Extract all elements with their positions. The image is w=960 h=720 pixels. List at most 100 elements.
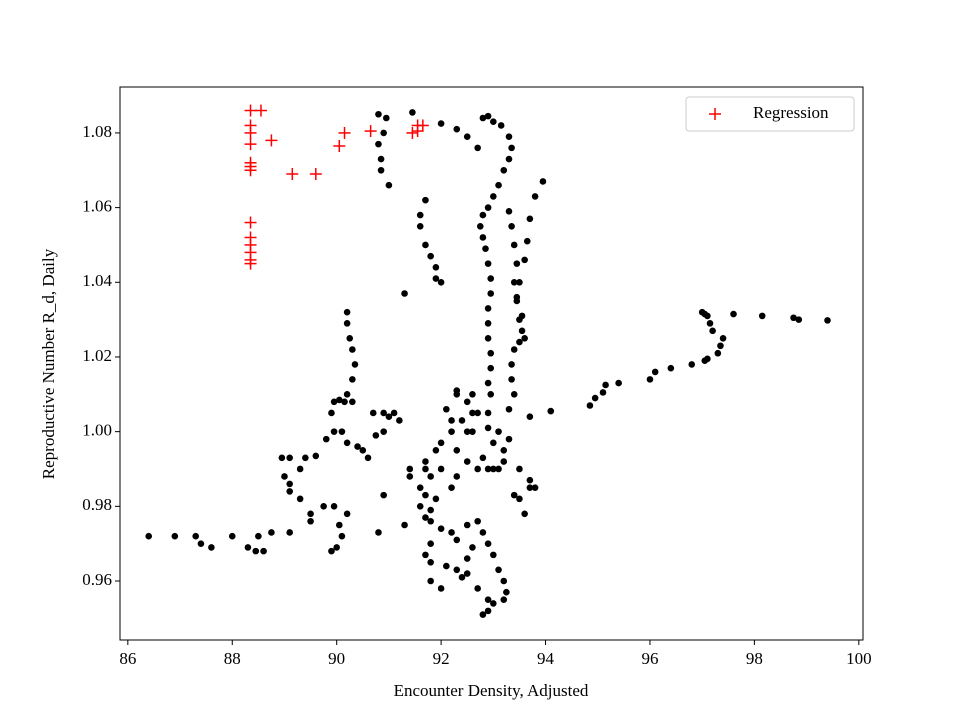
point [354,443,361,450]
y-tick-label: 1.00 [82,421,112,440]
y-axis-label: Reproductive Number R_d, Daily [39,248,58,479]
point [171,532,179,540]
x-tick-label: 86 [119,649,136,668]
point [508,144,515,152]
point [651,368,659,376]
point [495,428,502,435]
point [208,544,215,551]
point [667,364,675,372]
point [422,241,429,249]
y-tick-label: 1.06 [82,197,112,216]
point [508,222,515,230]
point [406,465,414,473]
x-tick-label: 96 [641,649,658,668]
point [484,305,492,312]
point [719,334,727,342]
point [490,465,497,473]
point [255,532,262,540]
point [409,109,416,116]
point [701,310,709,318]
point [824,317,831,324]
y-tick-label: 1.04 [82,271,112,290]
x-axis-label: Encounter Density, Adjusted [394,681,589,700]
point [432,264,440,271]
point [437,439,445,447]
point [484,607,492,615]
point [343,308,351,316]
y-tick-label: 1.08 [82,122,112,141]
point [437,278,445,286]
point [490,600,497,607]
point [192,532,200,540]
point [484,424,492,432]
point [503,588,510,596]
point [730,310,737,318]
point [615,379,622,387]
point [526,484,534,491]
point [437,465,445,473]
point [500,458,508,465]
point [599,389,607,396]
point [469,409,476,417]
point [495,566,502,574]
point [330,428,338,435]
point [278,454,286,462]
point [422,514,429,521]
point [487,391,495,398]
point [448,417,455,424]
point [330,503,338,510]
point [688,361,696,368]
point [307,510,314,518]
point [312,452,320,460]
point [343,391,351,398]
point [437,120,445,127]
point [463,428,471,435]
point [416,211,424,219]
point [479,211,487,219]
point [416,484,424,491]
point [244,216,257,229]
point [197,540,205,547]
point [385,181,393,189]
point [521,334,528,342]
point [484,320,492,327]
point [377,166,385,174]
point [380,491,387,499]
point [286,168,299,181]
point [521,510,528,518]
point [516,495,523,503]
point [411,119,424,132]
point [422,458,429,465]
point [385,413,393,421]
point [296,465,304,473]
point [268,529,275,536]
point [758,312,766,320]
point [401,290,408,297]
point [427,252,434,260]
point [453,566,461,574]
point [453,387,461,394]
point [437,585,445,592]
point [505,155,513,163]
point [260,547,267,555]
x-tick-label: 88 [224,649,241,668]
point [309,168,322,181]
point [335,521,343,529]
point [382,114,390,122]
point [322,435,330,443]
point [432,275,440,282]
x-tick-label: 98 [746,649,763,668]
point [286,454,293,462]
point [484,465,492,473]
point [516,338,523,346]
point [490,118,497,126]
point [338,428,346,435]
point [343,320,351,327]
point [432,495,440,503]
point [338,126,351,139]
point [296,495,304,503]
point [469,391,476,398]
point [500,577,508,585]
point [526,413,534,421]
